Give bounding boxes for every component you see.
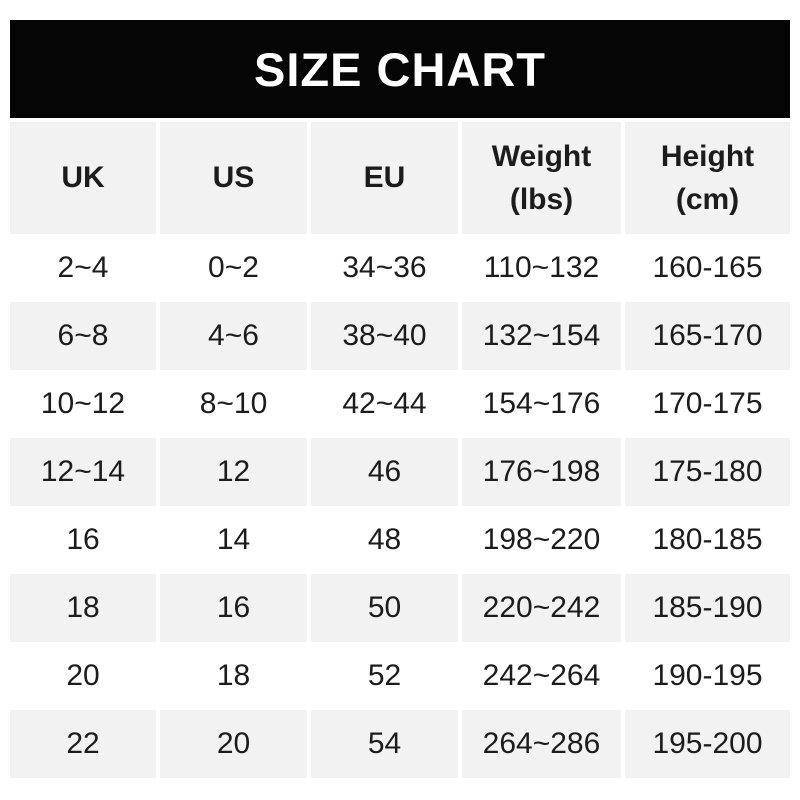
- column-header-us: US: [160, 122, 307, 234]
- size-cell-uk-row8: 22: [10, 710, 156, 778]
- size-cell-eu-row7: 52: [311, 642, 458, 710]
- size-cell-height-cm-row8: 195-200: [625, 710, 790, 778]
- size-cell-height-cm-row1: 160-165: [625, 234, 790, 302]
- size-cell-uk-row1: 2~4: [10, 234, 156, 302]
- size-cell-eu-row1: 34~36: [311, 234, 458, 302]
- size-cell-us-row7: 18: [160, 642, 307, 710]
- size-cell-weight-lbs-row8: 264~286: [462, 710, 621, 778]
- size-cell-eu-row8: 54: [311, 710, 458, 778]
- column-header-line: (lbs): [509, 183, 574, 216]
- size-cell-eu-row3: 42~44: [311, 370, 458, 438]
- size-cell-height-cm-row6: 185-190: [625, 574, 790, 642]
- size-cell-uk-row3: 10~12: [10, 370, 156, 438]
- size-cell-uk-row7: 20: [10, 642, 156, 710]
- size-cell-uk-row4: 12~14: [10, 438, 156, 506]
- size-cell-eu-row2: 38~40: [311, 302, 458, 370]
- title-banner: SIZE CHART: [10, 20, 790, 118]
- size-cell-weight-lbs-row4: 176~198: [462, 438, 621, 506]
- size-cell-weight-lbs-row5: 198~220: [462, 506, 621, 574]
- size-cell-weight-lbs-row6: 220~242: [462, 574, 621, 642]
- size-cell-uk-row5: 16: [10, 506, 156, 574]
- size-cell-height-cm-row7: 190-195: [625, 642, 790, 710]
- size-cell-eu-row4: 46: [311, 438, 458, 506]
- column-header-line: Height: [660, 139, 755, 173]
- column-header-line: US: [212, 161, 255, 195]
- size-cell-us-row1: 0~2: [160, 234, 307, 302]
- size-cell-eu-row6: 50: [311, 574, 458, 642]
- size-cell-uk-row6: 18: [10, 574, 156, 642]
- column-header-line: Weight: [491, 139, 592, 173]
- size-cell-weight-lbs-row2: 132~154: [462, 302, 621, 370]
- size-table: UK US EU Weight (lbs) Height (cm) 2~4 0~2 34~36 11…: [10, 122, 790, 778]
- column-header-line: UK: [61, 161, 105, 195]
- size-cell-us-row4: 12: [160, 438, 307, 506]
- size-cell-us-row5: 14: [160, 506, 307, 574]
- size-cell-uk-row2: 6~8: [10, 302, 156, 370]
- column-header-line: EU: [363, 161, 406, 195]
- size-cell-height-cm-row2: 165-170: [625, 302, 790, 370]
- size-cell-height-cm-row4: 175-180: [625, 438, 790, 506]
- page-title: SIZE CHART: [254, 42, 546, 96]
- size-cell-eu-row5: 48: [311, 506, 458, 574]
- column-header-eu: EU: [311, 122, 458, 234]
- size-cell-weight-lbs-row3: 154~176: [462, 370, 621, 438]
- column-header-weight-lbs: Weight (lbs): [462, 122, 621, 234]
- size-cell-us-row6: 16: [160, 574, 307, 642]
- size-cell-us-row2: 4~6: [160, 302, 307, 370]
- size-cell-height-cm-row3: 170-175: [625, 370, 790, 438]
- size-cell-height-cm-row5: 180-185: [625, 506, 790, 574]
- size-cell-us-row8: 20: [160, 710, 307, 778]
- size-cell-us-row3: 8~10: [160, 370, 307, 438]
- column-header-uk: UK: [10, 122, 156, 234]
- size-cell-weight-lbs-row1: 110~132: [462, 234, 621, 302]
- column-header-line: (cm): [675, 183, 740, 216]
- column-header-height-cm: Height (cm): [625, 122, 790, 234]
- size-cell-weight-lbs-row7: 242~264: [462, 642, 621, 710]
